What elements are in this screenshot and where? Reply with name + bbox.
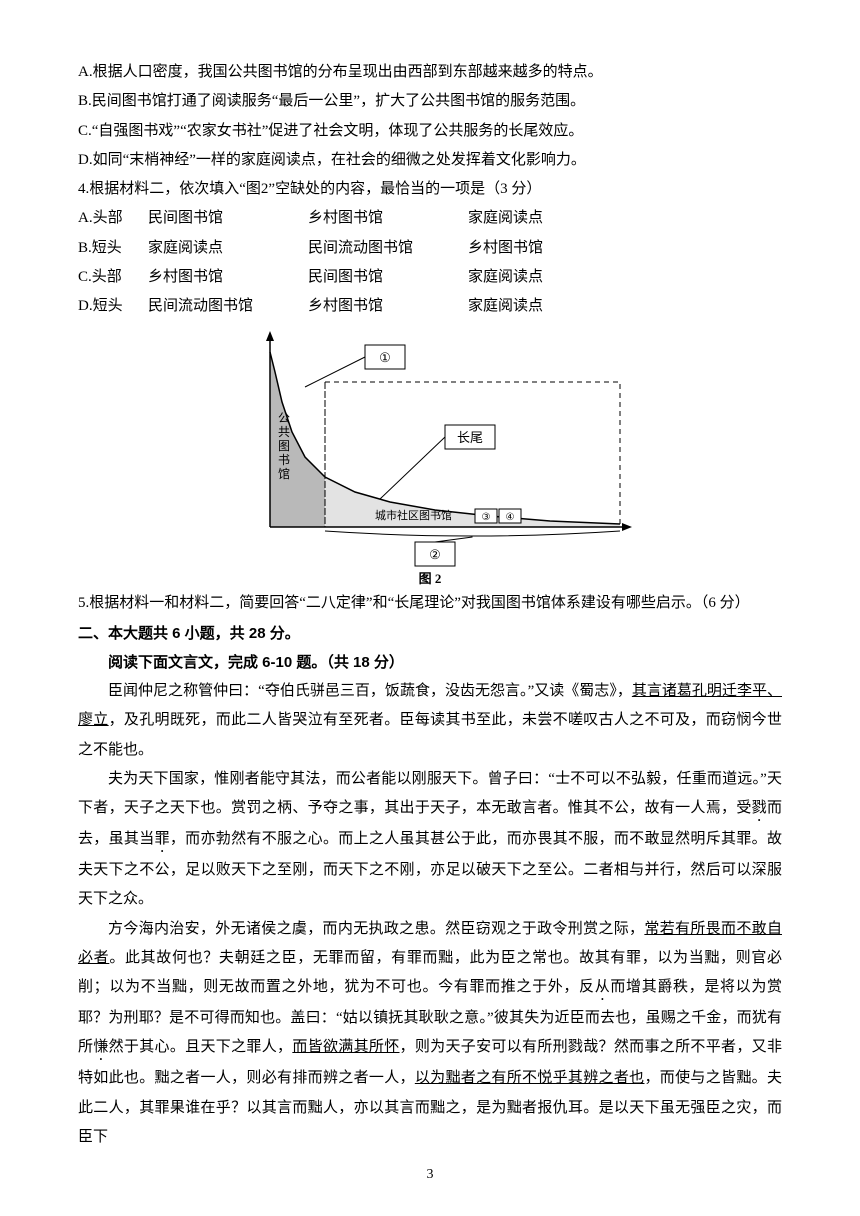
q4-a-2: 乡村图书馆 — [308, 204, 468, 233]
option-d: D.如同“末梢神经”一样的家庭阅读点，在社会的细微之处发挥着文化影响力。 — [78, 146, 782, 175]
p3-emph1: 从 — [595, 979, 611, 995]
p1-a: 臣闻仲尼之称管仲曰：“夺伯氏骈邑三百，饭蔬食，没齿无怨言。”又读《蜀志》， — [108, 683, 632, 699]
svg-text:①: ① — [379, 350, 391, 365]
p3-a: 方今海内治安，外无诸侯之虞，而内无执政之患。然臣窃观之于政令刑赏之际， — [108, 921, 644, 937]
passage-p2: 夫为天下国家，惟刚者能守其法，而公者能以刚服天下。曾子曰：“士不可以不弘毅，任重… — [78, 765, 782, 915]
q4-c-3: 家庭阅读点 — [468, 263, 628, 292]
svg-text:公: 公 — [278, 411, 290, 425]
svg-text:长尾: 长尾 — [457, 430, 483, 445]
q5-stem: 5.根据材料一和材料二，简要回答“二八定律”和“长尾理论”对我国图书馆体系建设有… — [78, 589, 782, 618]
svg-text:书: 书 — [278, 453, 290, 467]
svg-text:图: 图 — [278, 439, 290, 453]
q4-d-2: 乡村图书馆 — [308, 292, 468, 321]
p3-u2: 而皆欲满其所怀 — [292, 1039, 399, 1055]
svg-text:④: ④ — [506, 512, 515, 523]
svg-text:馆: 馆 — [278, 466, 290, 481]
q4-d-1: 民间流动图书馆 — [148, 292, 308, 321]
q4-c-1: 乡村图书馆 — [148, 263, 308, 292]
q4-b-3: 乡村图书馆 — [468, 234, 628, 263]
p2-a: 夫为天下国家，惟刚者能守其法，而公者能以刚服天下。曾子曰：“士不可以不弘毅，任重… — [78, 771, 782, 816]
q4-stem: 4.根据材料二，依次填入“图2”空缺处的内容，最恰当的一项是（3 分） — [78, 175, 782, 204]
option-c: C.“自强图书戏”“农家女书社”促进了社会文明，体现了公共服务的长尾效应。 — [78, 117, 782, 146]
q4-b-2: 民间流动图书馆 — [308, 234, 468, 263]
option-b: B.民间图书馆打通了阅读服务“最后一公里”，扩大了公共图书馆的服务范围。 — [78, 87, 782, 116]
p3-emph2: 慊 — [93, 1039, 108, 1055]
q4-a-1: 民间图书馆 — [148, 204, 308, 233]
svg-text:③: ③ — [482, 512, 491, 523]
q4-d-3: 家庭阅读点 — [468, 292, 628, 321]
q4-d-key: D.短头 — [78, 292, 148, 321]
svg-text:城市社区图书馆: 城市社区图书馆 — [375, 508, 452, 522]
figure-2: 公共图书馆 ① 长尾城市社区图书馆 ③ ④ ② 图 2 — [78, 327, 782, 587]
q4-c-key: C.头部 — [78, 263, 148, 292]
p3-d: 然于其心。且天下之罪人， — [109, 1039, 293, 1055]
q4-row-c: C.头部 乡村图书馆 民间图书馆 家庭阅读点 — [78, 263, 782, 292]
p2-c: ，而亦勃然有不服之心。而上之人虽其甚公于此，而亦畏其不服，而不敢显然明斥其罪。故… — [78, 831, 782, 907]
passage-p1: 臣闻仲尼之称管仲曰：“夺伯氏骈邑三百，饭蔬食，没齿无怨言。”又读《蜀志》，其言诸… — [78, 677, 782, 765]
q4-a-key: A.头部 — [78, 204, 148, 233]
svg-text:②: ② — [429, 547, 441, 562]
page-number: 3 — [0, 1161, 860, 1188]
option-a: A.根据人口密度，我国公共图书馆的分布呈现出由西部到东部越来越多的特点。 — [78, 58, 782, 87]
section-2-title: 二、本大题共 6 小题，共 28 分。 — [78, 619, 782, 648]
q4-a-3: 家庭阅读点 — [468, 204, 628, 233]
section-2-sub: 阅读下面文言文，完成 6-10 题。（共 18 分） — [78, 648, 782, 677]
q4-row-b: B.短头 家庭阅读点 民间流动图书馆 乡村图书馆 — [78, 234, 782, 263]
svg-text:图 2: 图 2 — [419, 571, 442, 586]
q4-row-a: A.头部 民间图书馆 乡村图书馆 家庭阅读点 — [78, 204, 782, 233]
q4-c-2: 民间图书馆 — [308, 263, 468, 292]
passage-p3: 方今海内治安，外无诸侯之虞，而内无执政之患。然臣窃观之于政令刑赏之际，常若有所畏… — [78, 915, 782, 1153]
p1-b: ，及孔明既死，而此二人皆哭泣有至死者。臣每读其书至此，未尝不嗟叹古人之不可及，而… — [78, 712, 782, 757]
p2-emph1: 戮 — [752, 800, 767, 816]
q4-row-d: D.短头 民间流动图书馆 乡村图书馆 家庭阅读点 — [78, 292, 782, 321]
p2-emph2: 罪 — [155, 831, 170, 847]
p3-u3: 以为黜者之有所不悦乎其辨之者也 — [415, 1070, 645, 1086]
q4-b-key: B.短头 — [78, 234, 148, 263]
svg-text:共: 共 — [278, 425, 290, 439]
q4-b-1: 家庭阅读点 — [148, 234, 308, 263]
